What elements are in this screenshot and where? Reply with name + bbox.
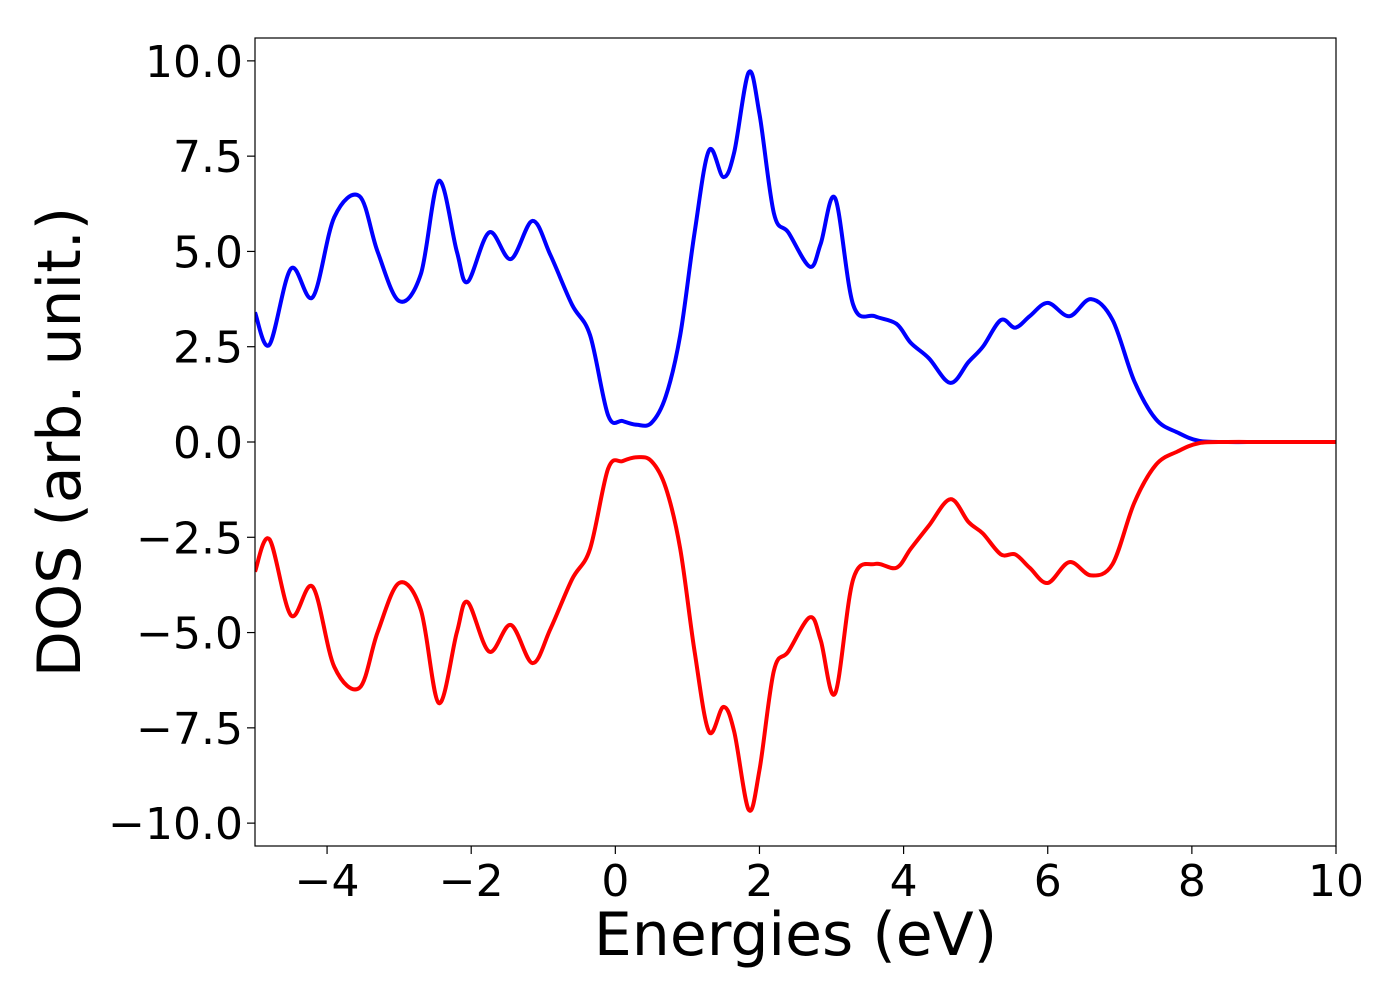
x-tick-label: 8 [1178,856,1206,907]
y-tick-label: 0.0 [173,418,243,469]
plot-frame [254,37,1337,847]
series-line-1 [255,69,1336,445]
y-tick-label: 10.0 [145,37,243,88]
series-layer [255,69,1336,813]
x-tick-label: 6 [1034,856,1062,907]
x-tick-label: 2 [745,856,773,907]
y-tick-label: −7.5 [136,704,243,755]
y-tick-label: 2.5 [173,323,243,374]
x-axis-title: Energies (eV) [594,900,997,970]
x-tick-label: −2 [439,856,504,907]
y-tick-label: −10.0 [108,799,243,850]
x-tick-label: −4 [295,856,360,907]
x-tick-label: 4 [890,856,918,907]
series-line-2 [255,439,1336,813]
y-tick-label: 7.5 [173,132,243,183]
y-axis-title: DOS (arb. unit.) [25,207,95,677]
y-tick-label: 5.0 [173,227,243,278]
x-tick-label: 10 [1308,856,1364,907]
y-tick-label: −5.0 [136,609,243,660]
x-tick-label: 0 [601,856,629,907]
y-tick-label: −2.5 [136,513,243,564]
ticks-layer: −4 −2 0 2 4 6 8 10 10.0 7.5 5.0 2.5 0.0 −2.5 −5.0 −7.5 −… [108,37,1364,907]
